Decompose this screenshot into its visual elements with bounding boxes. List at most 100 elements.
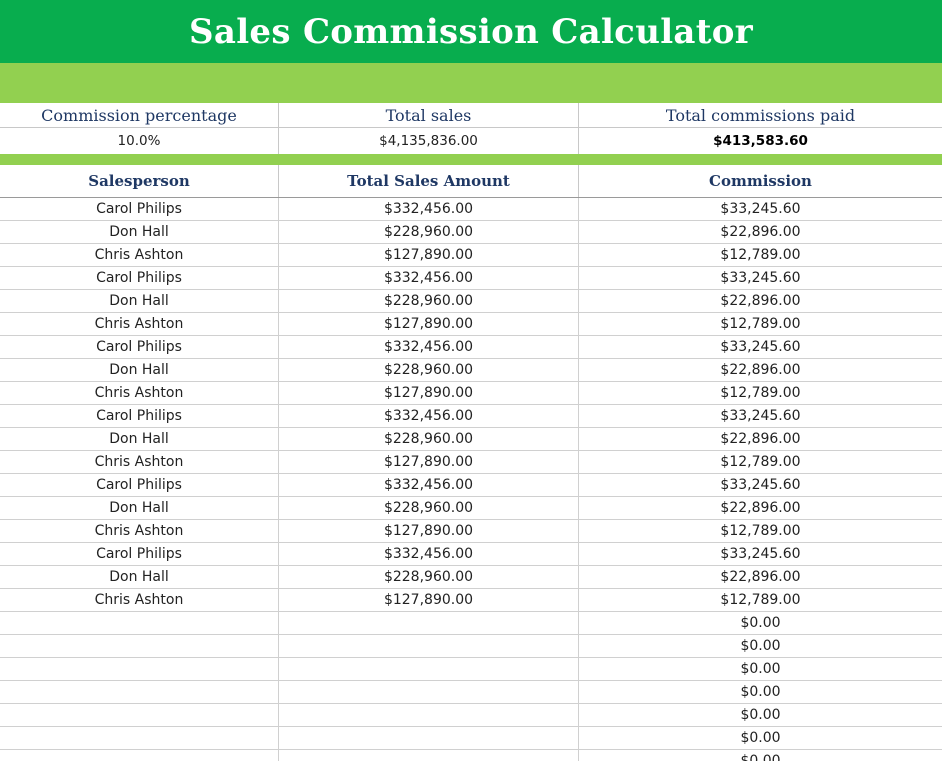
total-sales-amount-cell[interactable] xyxy=(279,727,579,749)
commission-cell[interactable]: $22,896.00 xyxy=(579,566,942,588)
salesperson-cell[interactable]: Don Hall xyxy=(0,221,279,243)
total-sales-amount-cell[interactable] xyxy=(279,704,579,726)
commission-percentage-cell[interactable]: 10.0% xyxy=(0,128,279,154)
commission-cell[interactable]: $33,245.60 xyxy=(579,267,942,289)
salesperson-cell[interactable]: Chris Ashton xyxy=(0,244,279,266)
header-commission-cell[interactable]: Commission xyxy=(579,165,942,197)
cell-value: Chris Ashton xyxy=(94,592,184,608)
total-sales-amount-cell[interactable]: $332,456.00 xyxy=(279,198,579,220)
table-row: $0.00 xyxy=(0,750,942,761)
salesperson-cell[interactable]: Chris Ashton xyxy=(0,382,279,404)
total-commissions-label: Total commissions paid xyxy=(665,105,856,125)
salesperson-cell[interactable]: Chris Ashton xyxy=(0,451,279,473)
salesperson-cell[interactable] xyxy=(0,704,279,726)
cell-value: $332,456.00 xyxy=(383,201,474,217)
commission-cell[interactable]: $12,789.00 xyxy=(579,520,942,542)
commission-cell[interactable]: $0.00 xyxy=(579,750,942,761)
commission-cell[interactable]: $0.00 xyxy=(579,635,942,657)
total-sales-amount-cell[interactable]: $332,456.00 xyxy=(279,543,579,565)
cell-value: Chris Ashton xyxy=(94,523,184,539)
salesperson-cell[interactable]: Carol Philips xyxy=(0,474,279,496)
total-sales-amount-cell[interactable]: $127,890.00 xyxy=(279,313,579,335)
commission-cell[interactable]: $0.00 xyxy=(579,681,942,703)
commission-cell[interactable]: $22,896.00 xyxy=(579,290,942,312)
commission-cell[interactable]: $12,789.00 xyxy=(579,313,942,335)
salesperson-cell[interactable]: Chris Ashton xyxy=(0,520,279,542)
total-sales-amount-cell[interactable]: $332,456.00 xyxy=(279,267,579,289)
cell-value: $228,960.00 xyxy=(383,500,474,516)
commission-cell[interactable]: $33,245.60 xyxy=(579,198,942,220)
commission-cell[interactable]: $33,245.60 xyxy=(579,336,942,358)
commission-cell[interactable]: $22,896.00 xyxy=(579,428,942,450)
total-sales-label-cell[interactable]: Total sales xyxy=(279,103,579,127)
total-sales-amount-cell[interactable] xyxy=(279,635,579,657)
salesperson-cell[interactable] xyxy=(0,727,279,749)
total-sales-amount-cell[interactable]: $332,456.00 xyxy=(279,336,579,358)
salesperson-cell[interactable]: Don Hall xyxy=(0,566,279,588)
total-sales-amount-cell[interactable]: $228,960.00 xyxy=(279,497,579,519)
commission-cell[interactable]: $12,789.00 xyxy=(579,244,942,266)
salesperson-cell[interactable]: Don Hall xyxy=(0,359,279,381)
salesperson-cell[interactable]: Carol Philips xyxy=(0,405,279,427)
total-sales-amount-cell[interactable]: $127,890.00 xyxy=(279,382,579,404)
commission-cell[interactable]: $0.00 xyxy=(579,658,942,680)
total-sales-amount-cell[interactable]: $228,960.00 xyxy=(279,428,579,450)
salesperson-cell[interactable]: Don Hall xyxy=(0,290,279,312)
accent-band xyxy=(0,63,942,103)
total-commissions-cell[interactable]: $413,583.60 xyxy=(579,128,942,154)
salesperson-cell[interactable]: Chris Ashton xyxy=(0,589,279,611)
total-sales-amount-cell[interactable] xyxy=(279,750,579,761)
cell-value: $12,789.00 xyxy=(720,592,801,608)
table-row: Carol Philips $332,456.00 $33,245.60 xyxy=(0,474,942,497)
total-sales-amount-cell[interactable] xyxy=(279,612,579,634)
total-sales-amount-cell[interactable]: $332,456.00 xyxy=(279,405,579,427)
cell-value: $33,245.60 xyxy=(720,408,801,424)
commission-cell[interactable]: $22,896.00 xyxy=(579,497,942,519)
commission-cell[interactable]: $12,789.00 xyxy=(579,451,942,473)
commission-cell[interactable]: $22,896.00 xyxy=(579,359,942,381)
total-sales-amount-cell[interactable]: $228,960.00 xyxy=(279,359,579,381)
salesperson-cell[interactable] xyxy=(0,681,279,703)
table-row: Don Hall $228,960.00 $22,896.00 xyxy=(0,221,942,244)
salesperson-cell[interactable] xyxy=(0,658,279,680)
table-row: $0.00 xyxy=(0,704,942,727)
total-sales-amount-cell[interactable]: $228,960.00 xyxy=(279,290,579,312)
salesperson-cell[interactable]: Don Hall xyxy=(0,428,279,450)
salesperson-cell[interactable] xyxy=(0,750,279,761)
total-sales-amount-cell[interactable]: $127,890.00 xyxy=(279,520,579,542)
total-sales-label: Total sales xyxy=(385,105,472,125)
total-sales-amount-cell[interactable]: $127,890.00 xyxy=(279,589,579,611)
commission-cell[interactable]: $0.00 xyxy=(579,704,942,726)
total-commissions-label-cell[interactable]: Total commissions paid xyxy=(579,103,942,127)
cell-value: $228,960.00 xyxy=(383,431,474,447)
salesperson-cell[interactable]: Carol Philips xyxy=(0,267,279,289)
commission-cell[interactable]: $0.00 xyxy=(579,727,942,749)
salesperson-cell[interactable] xyxy=(0,635,279,657)
commission-cell[interactable]: $12,789.00 xyxy=(579,589,942,611)
total-sales-amount-cell[interactable]: $332,456.00 xyxy=(279,474,579,496)
salesperson-cell[interactable]: Carol Philips xyxy=(0,198,279,220)
cell-value: Carol Philips xyxy=(96,339,182,355)
salesperson-cell[interactable]: Chris Ashton xyxy=(0,313,279,335)
total-sales-amount-cell[interactable]: $127,890.00 xyxy=(279,451,579,473)
commission-cell[interactable]: $33,245.60 xyxy=(579,474,942,496)
commission-cell[interactable]: $22,896.00 xyxy=(579,221,942,243)
header-salesperson-cell[interactable]: Salesperson xyxy=(0,165,279,197)
salesperson-cell[interactable]: Don Hall xyxy=(0,497,279,519)
cell-value: Chris Ashton xyxy=(94,247,184,263)
commission-cell[interactable]: $33,245.60 xyxy=(579,405,942,427)
total-sales-amount-cell[interactable] xyxy=(279,681,579,703)
commission-cell[interactable]: $33,245.60 xyxy=(579,543,942,565)
header-total-sales-amount-cell[interactable]: Total Sales Amount xyxy=(279,165,579,197)
salesperson-cell[interactable]: Carol Philips xyxy=(0,336,279,358)
commission-percentage-label-cell[interactable]: Commission percentage xyxy=(0,103,279,127)
total-sales-cell[interactable]: $4,135,836.00 xyxy=(279,128,579,154)
total-sales-amount-cell[interactable]: $228,960.00 xyxy=(279,566,579,588)
total-sales-amount-cell[interactable] xyxy=(279,658,579,680)
commission-cell[interactable]: $12,789.00 xyxy=(579,382,942,404)
total-sales-amount-cell[interactable]: $127,890.00 xyxy=(279,244,579,266)
commission-cell[interactable]: $0.00 xyxy=(579,612,942,634)
salesperson-cell[interactable] xyxy=(0,612,279,634)
total-sales-amount-cell[interactable]: $228,960.00 xyxy=(279,221,579,243)
salesperson-cell[interactable]: Carol Philips xyxy=(0,543,279,565)
